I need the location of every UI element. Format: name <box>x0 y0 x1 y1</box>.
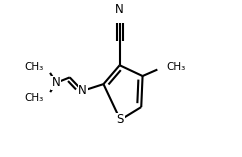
Text: CH₃: CH₃ <box>167 62 186 72</box>
Text: CH₃: CH₃ <box>25 62 44 72</box>
Text: N: N <box>52 76 61 89</box>
Text: N: N <box>78 84 87 97</box>
Text: CH₃: CH₃ <box>25 93 44 103</box>
Text: N: N <box>115 3 124 16</box>
Text: S: S <box>117 113 124 126</box>
